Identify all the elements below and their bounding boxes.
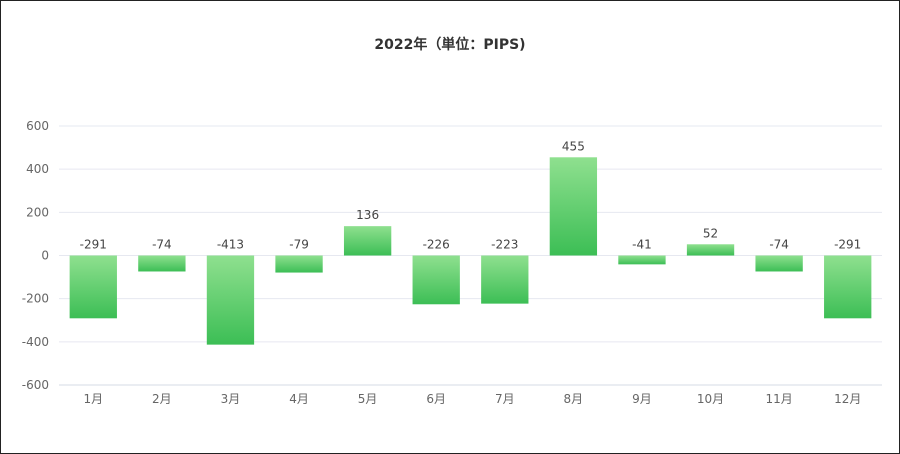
bar[interactable] — [138, 255, 186, 272]
bar[interactable] — [481, 255, 529, 304]
x-tick-label: 12月 — [834, 392, 861, 406]
x-tick-label: 3月 — [221, 392, 241, 406]
bar[interactable] — [686, 244, 735, 256]
data-label: 455 — [562, 139, 585, 153]
y-tick-label: 600 — [26, 119, 49, 133]
x-tick-label: 6月 — [426, 392, 446, 406]
data-label: 52 — [703, 226, 718, 240]
y-tick-label: -200 — [22, 292, 49, 306]
data-label: -226 — [423, 238, 450, 252]
data-label: -41 — [632, 238, 652, 252]
y-tick-label: -600 — [22, 378, 49, 392]
x-tick-label: 2月 — [152, 392, 172, 406]
chart-title: 2022年（単位：PIPS) — [374, 36, 525, 53]
y-tick-label: 400 — [26, 162, 49, 176]
x-tick-label: 10月 — [697, 392, 724, 406]
bar[interactable] — [549, 157, 598, 256]
bar[interactable] — [412, 255, 460, 305]
data-label: -74 — [152, 238, 172, 252]
x-tick-label: 1月 — [83, 392, 103, 406]
bars-layer — [69, 157, 872, 345]
y-tick-label: -400 — [22, 335, 49, 349]
bar[interactable] — [275, 255, 323, 273]
data-label: -413 — [217, 238, 244, 252]
data-label: -79 — [289, 238, 309, 252]
bar[interactable] — [343, 226, 392, 256]
x-tick-label: 7月 — [495, 392, 515, 406]
x-tick-label: 4月 — [289, 392, 309, 406]
data-label: -291 — [834, 238, 861, 252]
x-tick-label: 11月 — [765, 392, 792, 406]
bar[interactable] — [69, 255, 117, 319]
x-tick-label: 5月 — [358, 392, 378, 406]
data-label: -223 — [491, 238, 518, 252]
bar[interactable] — [618, 255, 666, 265]
data-label: 136 — [356, 208, 379, 222]
y-tick-label: 0 — [41, 249, 49, 263]
x-tick-label: 8月 — [564, 392, 584, 406]
bar[interactable] — [206, 255, 255, 345]
labels-layer: -291 1月 -74 2月 -413 3月 -79 4月 136 5月 -226 6月 -223 7月 4… — [80, 139, 862, 406]
data-label: -291 — [80, 238, 107, 252]
x-tick-label: 9月 — [632, 392, 652, 406]
grid-layer: 600 400 200 0 -200 -400 -600 — [22, 119, 882, 392]
data-label: -74 — [769, 238, 789, 252]
y-tick-label: 200 — [26, 205, 49, 219]
bar[interactable] — [824, 255, 872, 319]
bar[interactable] — [755, 255, 803, 272]
